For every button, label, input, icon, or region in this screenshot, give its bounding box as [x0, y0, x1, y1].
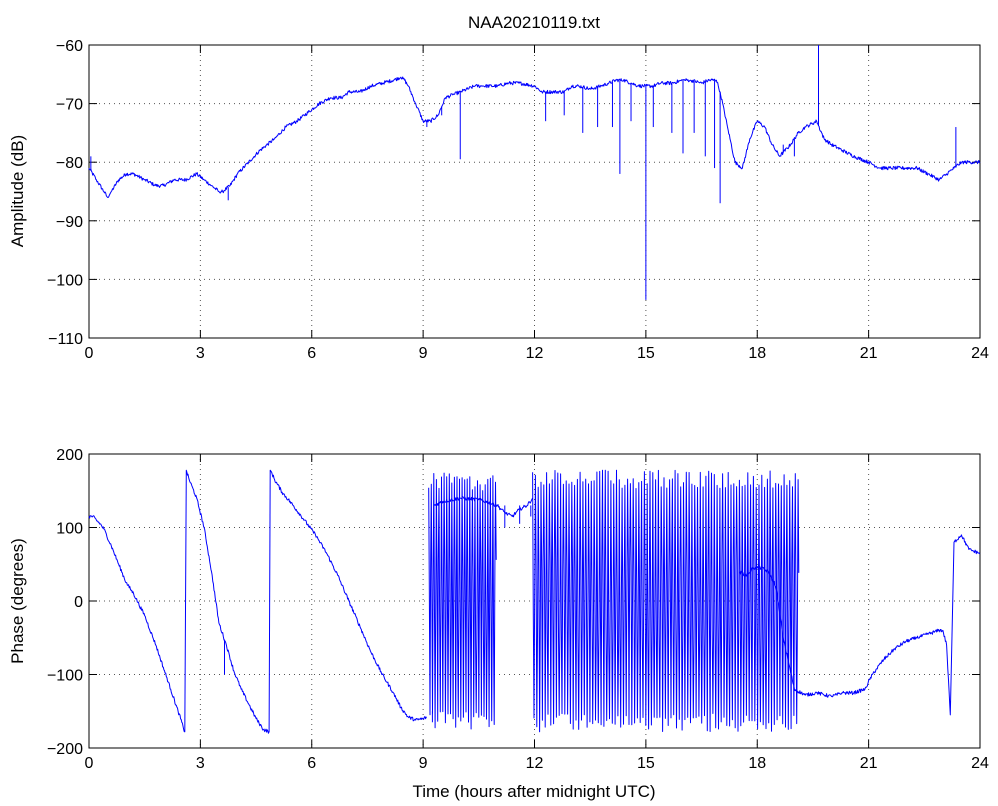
amplitude-y-tick-label: −90	[56, 214, 83, 231]
phase-series-line	[738, 534, 981, 716]
amplitude-y-tick-label: −100	[47, 272, 83, 289]
phase-x-tick-label: 21	[860, 755, 878, 772]
amplitude-ticks	[88, 44, 981, 339]
phase-x-tick-label: 12	[526, 755, 544, 772]
amplitude-x-tick-label: 24	[971, 345, 989, 362]
amplitude-x-tick-label: 6	[307, 345, 316, 362]
chart-title: NAA20210119.txt	[468, 13, 600, 32]
phase-oscillation-band	[428, 472, 497, 730]
amplitude-y-tick-label: −70	[56, 97, 83, 114]
amplitude-plot-frame	[88, 44, 981, 339]
amplitude-x-tick-label: 12	[526, 345, 544, 362]
phase-series-line	[433, 496, 534, 518]
amplitude-y-tick-label: −110	[48, 331, 83, 348]
phase-x-tick-label: 24	[971, 755, 989, 772]
phase-x-tick-label: 6	[307, 755, 316, 772]
amplitude-x-tick-label: 15	[637, 345, 655, 362]
phase-y-tick-label: −100	[47, 668, 83, 685]
phase-x-tick-label: 0	[85, 755, 94, 772]
phase-y-axis-label: Phase (degrees)	[8, 538, 27, 664]
phase-x-tick-labels: 0 3 6 9 12 15 18 21 24	[85, 755, 989, 772]
amplitude-plot: 0 3 6 9 12 15 18 21 24 −110 −100 −90 −80 −70 −60 NAA2…	[8, 13, 989, 362]
amplitude-series	[88, 45, 981, 300]
amplitude-y-tick-labels: −110 −100 −90 −80 −70 −60	[47, 38, 83, 348]
phase-oscillation-band	[532, 469, 800, 733]
phase-ticks	[88, 453, 981, 749]
amplitude-x-tick-label: 18	[748, 345, 766, 362]
amplitude-x-tick-label: 9	[419, 345, 428, 362]
phase-series-line	[88, 469, 427, 734]
phase-y-tick-label: 0	[74, 594, 83, 611]
amplitude-y-axis-label: Amplitude (dB)	[8, 135, 27, 247]
phase-x-tick-label: 18	[748, 755, 766, 772]
phase-y-tick-labels: −200 −100 0 100 200	[47, 447, 83, 758]
amplitude-grid	[89, 45, 980, 338]
amplitude-x-tick-labels: 0 3 6 9 12 15 18 21 24	[85, 345, 989, 362]
amplitude-series-line	[88, 76, 981, 198]
amplitude-y-tick-label: −80	[56, 155, 83, 172]
amplitude-y-tick-label: −60	[56, 38, 83, 55]
phase-plot: 0 3 6 9 12 15 18 21 24 −200 −100 0 100 200 Time (hou…	[8, 447, 989, 801]
amplitude-x-tick-label: 21	[860, 345, 878, 362]
amplitude-x-tick-label: 0	[85, 345, 94, 362]
phase-x-tick-label: 9	[419, 755, 428, 772]
phase-y-tick-label: 100	[56, 521, 83, 538]
phase-y-tick-label: −200	[47, 741, 83, 758]
phase-x-axis-label: Time (hours after midnight UTC)	[412, 782, 655, 801]
phase-y-tick-label: 200	[56, 447, 83, 464]
phase-x-tick-label: 3	[196, 755, 205, 772]
amplitude-x-tick-label: 3	[196, 345, 205, 362]
phase-x-tick-label: 15	[637, 755, 655, 772]
phase-series	[88, 469, 981, 734]
